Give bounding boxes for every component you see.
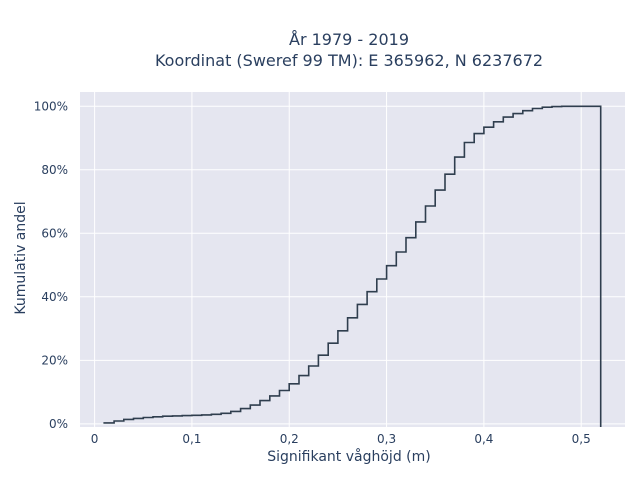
x-tick-label: 0,3 xyxy=(377,432,396,446)
x-axis-ticks: 0 0,1 0,2 0,3 0,4 0,5 xyxy=(91,432,591,446)
y-axis-label: Kumulativ andel xyxy=(13,201,29,314)
chart-title-line1: År 1979 - 2019 xyxy=(289,30,409,49)
x-axis-label: Signifikant våghöjd (m) xyxy=(267,448,430,465)
series-line xyxy=(103,105,602,427)
y-axis-ticks: 0% 20% 40% 60% 80% 100% xyxy=(34,99,68,431)
y-tick-label: 80% xyxy=(41,163,68,177)
y-tick-label: 0% xyxy=(49,417,68,431)
x-tick-label: 0 xyxy=(91,432,99,446)
y-tick-label: 40% xyxy=(41,290,68,304)
chart-title-line2: Koordinat (Sweref 99 TM): E 365962, N 62… xyxy=(155,51,543,70)
x-tick-label: 0,2 xyxy=(280,432,299,446)
y-tick-label: 20% xyxy=(41,353,68,367)
x-tick-label: 0,4 xyxy=(474,432,493,446)
y-tick-label: 100% xyxy=(34,99,68,113)
x-tick-label: 0,5 xyxy=(572,432,591,446)
x-tick-label: 0,1 xyxy=(182,432,201,446)
y-tick-label: 60% xyxy=(41,226,68,240)
plot-area xyxy=(80,92,625,427)
grid-lines xyxy=(80,92,625,427)
